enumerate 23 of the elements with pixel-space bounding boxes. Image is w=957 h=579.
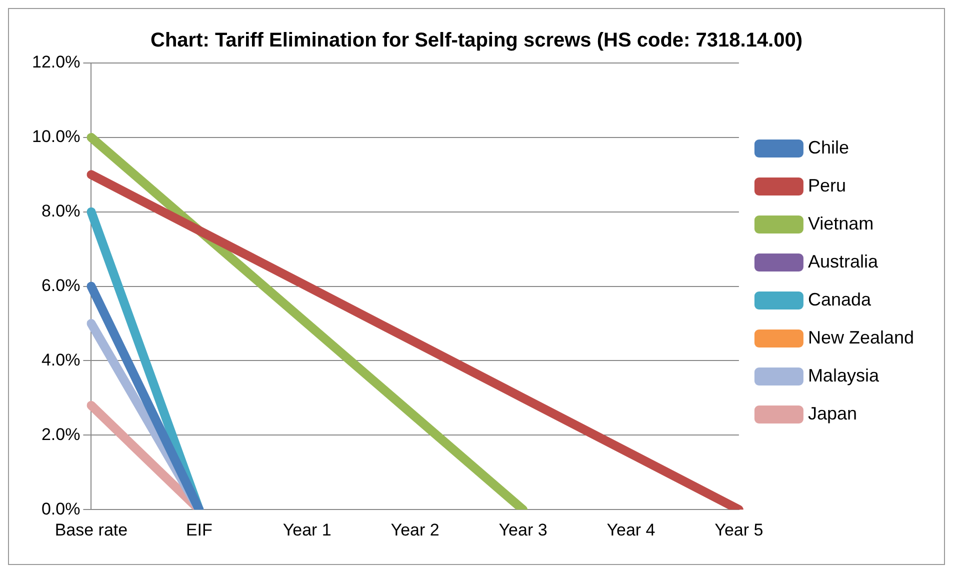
- legend-label: Japan: [808, 403, 857, 424]
- legend-label: Vietnam: [808, 213, 874, 234]
- y-tick-label: 6.0%: [41, 276, 80, 295]
- x-tick-label: Base rate: [54, 520, 128, 540]
- legend-label: Canada: [808, 289, 872, 310]
- x-tick-label: Year 2: [390, 520, 440, 540]
- legend-label: Peru: [808, 175, 846, 196]
- x-tick-label: Year 5: [714, 520, 764, 540]
- y-tick-label: 12.0%: [32, 52, 80, 72]
- y-tick-label: 10.0%: [32, 127, 80, 146]
- x-tick-label: Year 4: [606, 520, 656, 540]
- y-tick-label: 2.0%: [41, 424, 80, 444]
- x-tick-label: Year 3: [498, 520, 548, 540]
- y-tick-label: 8.0%: [41, 202, 80, 221]
- legend-label: New Zealand: [808, 327, 914, 348]
- legend-label: Australia: [808, 251, 879, 272]
- x-tick-label: EIF: [186, 520, 212, 540]
- legend-label: Chile: [808, 137, 849, 158]
- y-tick-label: 0.0%: [41, 499, 80, 518]
- chart-title: Chart: Tariff Elimination for Self-taping screws (HS code: 7318.14.00): [150, 30, 803, 52]
- legend-label: Malaysia: [808, 365, 880, 386]
- x-tick-label: Year 1: [282, 520, 332, 540]
- y-tick-label: 4.0%: [41, 350, 80, 370]
